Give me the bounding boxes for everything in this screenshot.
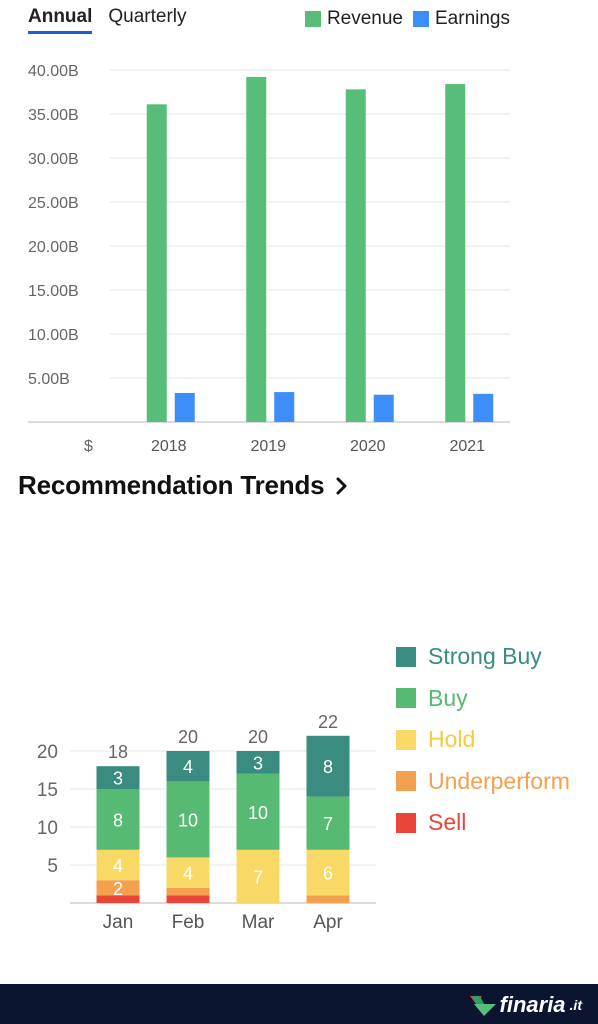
legend-item-buy[interactable]: Buy (396, 678, 570, 720)
segment-value-label: 10 (248, 803, 268, 823)
y-tick-label: 15.00B (28, 283, 79, 300)
earnings-swatch (413, 11, 429, 27)
chevron-right-icon (336, 477, 347, 494)
segment-value-label: 10 (178, 810, 198, 830)
legend-label-underperform: Underperform (428, 767, 570, 794)
segment-value-label: 4 (183, 757, 193, 777)
bar-segment-hold-Jan (96, 849, 140, 881)
segment-value-label: 7 (253, 867, 263, 887)
y-tick-label: 20.00B (28, 239, 79, 256)
legend-item-revenue[interactable]: Revenue (304, 8, 403, 30)
bar-segment-underperform-Feb (166, 887, 210, 896)
segment-value-label: 3 (113, 769, 123, 789)
sell-swatch (396, 812, 416, 833)
segment-value-label: 8 (323, 757, 333, 777)
recommendation-chart: 5 10 15 20 2 4 8 3 18 Jan 4 10 4 20 Feb 7 10 3 20 Mar 6 7 8 22 A… (37, 712, 376, 933)
legend-label-buy: Buy (428, 684, 468, 711)
hold-swatch (396, 729, 416, 750)
legend-item-strong-buy[interactable]: Strong Buy (396, 636, 570, 678)
recommendation-legend: Strong Buy Buy Hold Underperform Sell (396, 636, 570, 844)
logo-text: finaria (499, 992, 566, 1017)
segment-value-label: 4 (183, 864, 193, 884)
bar-segment-sell-Jan (96, 895, 140, 903)
legend-label-hold: Hold (428, 726, 476, 753)
financials-chart: 5.00B 10.00B 15.00B 20.00B 25.00B 30.00B 35.00… (28, 63, 510, 455)
segment-value-label: 2 (113, 879, 123, 899)
period-tabs: Annual Quarterly (28, 6, 187, 36)
legend-label-strong-buy: Strong Buy (428, 643, 542, 670)
bar-revenue-2019 (246, 77, 267, 422)
y-tick-label: 5.00B (28, 371, 70, 388)
y-tick-label: 10.00B (28, 327, 79, 344)
bar-total-label: 18 (108, 742, 128, 762)
legend-item-hold[interactable]: Hold (396, 719, 570, 761)
bar-revenue-2021 (445, 84, 466, 422)
bar-revenue-2020 (345, 89, 366, 423)
bar-total-label: 22 (318, 712, 338, 732)
bar-segment-hold-Feb (166, 857, 210, 888)
segment-value-label: 8 (113, 810, 123, 830)
legend-label-sell: Sell (428, 809, 467, 836)
bar-total-label: 20 (178, 727, 198, 747)
segment-value-label: 3 (253, 753, 263, 773)
segment-value-label: 4 (113, 856, 123, 876)
y-tick-label: 10 (37, 818, 58, 839)
bar-segment-strong_buy-Jan (96, 766, 140, 789)
bar-segment-hold-Mar (236, 849, 280, 903)
bar-earnings-2020 (373, 394, 394, 422)
y-tick-label: 15 (37, 780, 58, 801)
legend-label-revenue: Revenue (326, 8, 403, 29)
bar-segment-strong_buy-Mar (236, 751, 280, 774)
y-tick-label: 25.00B (28, 195, 79, 212)
recommendation-title: Recommendation Trends (18, 470, 325, 500)
y-tick-label: 40.00B (28, 63, 79, 80)
legend-label-earnings: Earnings (435, 8, 510, 29)
y-tick-label: 35.00B (28, 107, 79, 124)
bar-segment-strong_buy-Apr (306, 735, 350, 797)
financials-legend: Revenue Earnings (304, 8, 510, 30)
x-tick-label: 2021 (449, 438, 485, 455)
x-tick-label: 2020 (350, 438, 386, 455)
x-tick-label: 2018 (151, 438, 187, 455)
y-tick-label: 20 (37, 742, 58, 763)
bar-total-label: 20 (248, 727, 268, 747)
bar-segment-buy-Apr (306, 796, 350, 850)
bar-segment-underperform-Apr (306, 895, 350, 903)
bar-earnings-2018 (174, 392, 195, 422)
finaria-logo[interactable]: finaria .it (469, 992, 582, 1018)
bar-segment-buy-Jan (96, 789, 140, 850)
x-tick-label: Apr (313, 912, 343, 933)
bar-revenue-2018 (146, 104, 167, 422)
bar-segment-underperform-Jan (96, 880, 140, 896)
y-tick-label: 5 (47, 856, 58, 877)
tab-quarterly[interactable]: Quarterly (108, 6, 187, 27)
buy-swatch (396, 688, 416, 709)
segment-value-label: 7 (323, 814, 333, 834)
x-tick-label: Jan (103, 912, 134, 933)
legend-item-underperform[interactable]: Underperform (396, 761, 570, 803)
x-tick-label: Mar (242, 912, 275, 933)
bar-earnings-2021 (473, 393, 494, 422)
footer-bar: finaria .it (0, 984, 598, 1024)
logo-suffix: .it (569, 997, 582, 1013)
legend-item-sell[interactable]: Sell (396, 802, 570, 844)
bar-segment-buy-Feb (166, 781, 210, 858)
bar-segment-hold-Apr (306, 849, 350, 896)
legend-item-earnings[interactable]: Earnings (413, 8, 510, 30)
y-tick-label: 30.00B (28, 151, 79, 168)
bar-segment-buy-Mar (236, 773, 280, 850)
tab-annual[interactable]: Annual (28, 6, 93, 34)
x-tick-label: Feb (172, 912, 205, 933)
segment-value-label: 6 (323, 864, 333, 884)
recommendation-trends-link[interactable]: Recommendation Trends (18, 470, 348, 501)
bar-segment-sell-Feb (166, 895, 210, 903)
strong-buy-swatch (396, 646, 416, 667)
bar-earnings-2019 (274, 392, 295, 422)
revenue-swatch (304, 11, 321, 27)
underperform-swatch (396, 771, 416, 792)
currency-label: $ (84, 438, 93, 455)
finaria-logo-icon (469, 996, 496, 1016)
x-tick-label: 2019 (250, 438, 286, 455)
bar-segment-strong_buy-Feb (166, 751, 210, 782)
